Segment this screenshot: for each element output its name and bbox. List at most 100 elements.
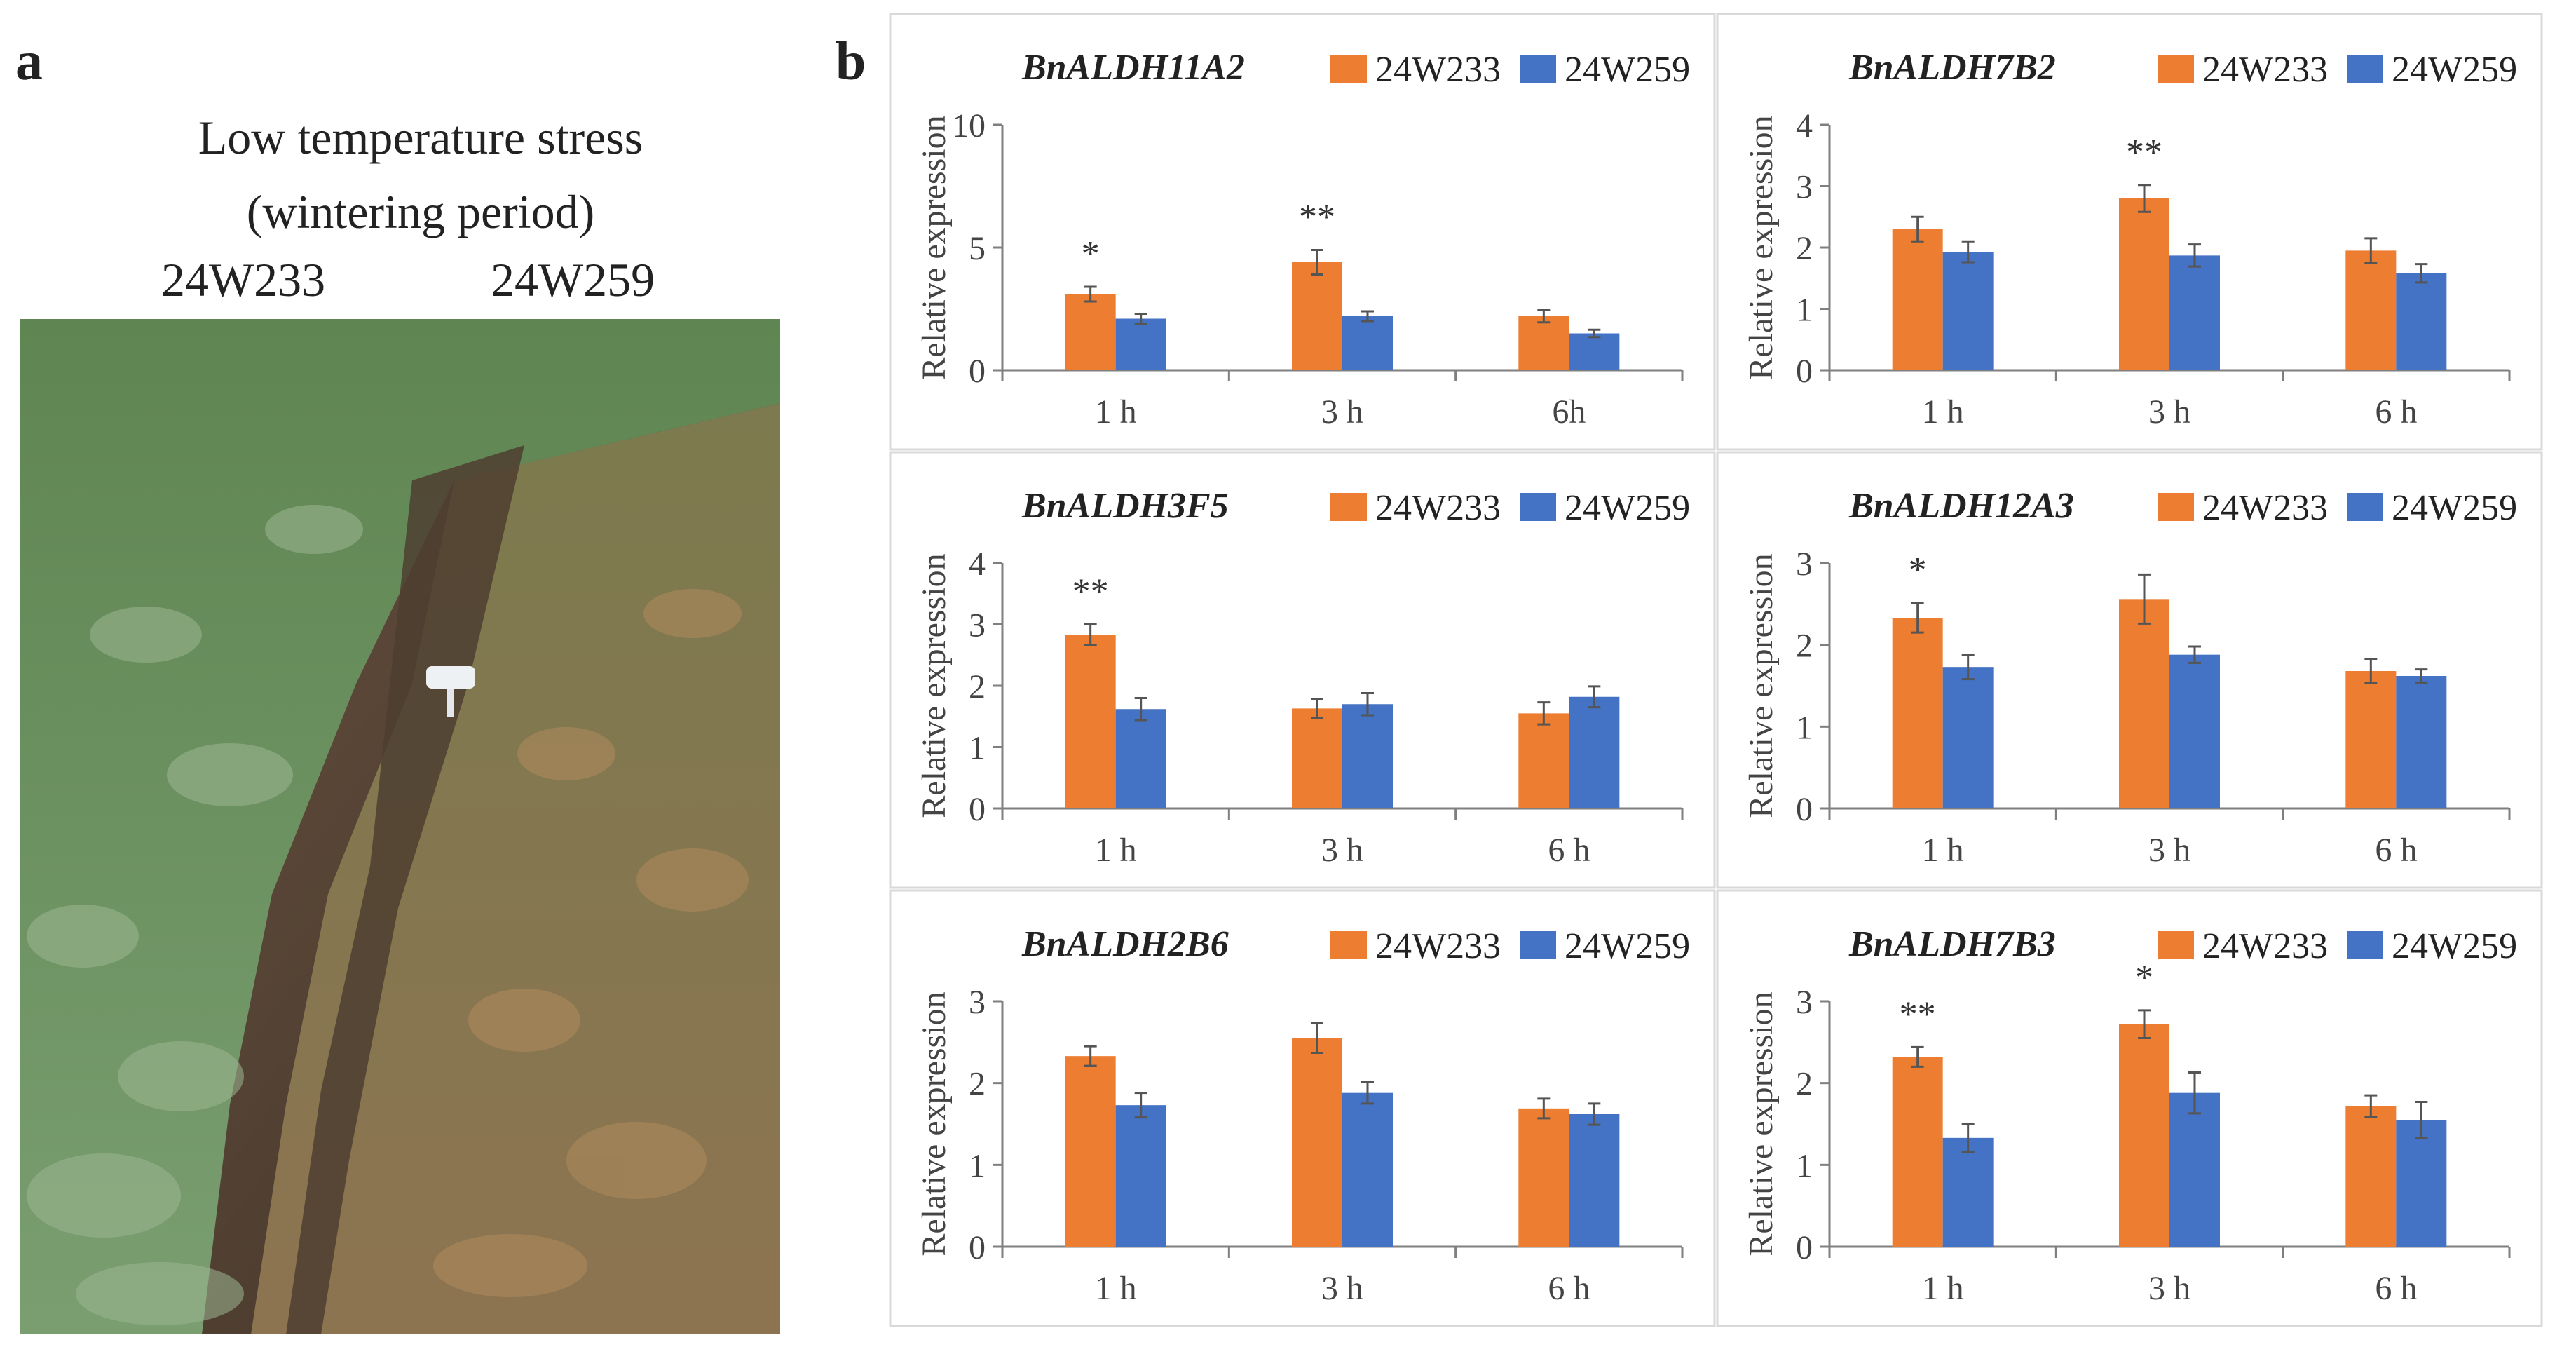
chart-title: BnALDH12A3 bbox=[1848, 486, 2074, 526]
bar-24W259-1h bbox=[1115, 1105, 1166, 1247]
chart-title: BnALDH3F5 bbox=[1021, 486, 1229, 526]
bar-24W233-1h bbox=[1065, 1056, 1116, 1247]
bar-24W233-3h bbox=[2119, 599, 2169, 808]
x-tick-label: 3 h bbox=[1321, 1270, 1363, 1307]
bar-24W259-1h bbox=[1942, 252, 1994, 370]
legend-label-2: 24W259 bbox=[1565, 50, 1690, 90]
y-tick-label: 4 bbox=[1796, 107, 1813, 144]
chart-title: BnALDH7B2 bbox=[1848, 48, 2056, 88]
legend-label-1: 24W233 bbox=[1375, 926, 1501, 966]
legend-label-2: 24W259 bbox=[2392, 488, 2517, 528]
bar-24W259-1h bbox=[1115, 318, 1166, 370]
y-tick-label: 1 bbox=[1796, 1147, 1813, 1184]
significance-marker: ** bbox=[2126, 133, 2162, 172]
legend-label-1: 24W233 bbox=[2202, 50, 2328, 90]
chart-panel-border bbox=[889, 889, 1716, 1327]
legend-swatch-2 bbox=[2347, 55, 2383, 83]
x-tick-label: 1 h bbox=[1095, 393, 1137, 431]
y-axis-label: Relative expression bbox=[1743, 553, 1780, 818]
bar-24W233-1h bbox=[1065, 294, 1116, 370]
x-tick-label: 6 h bbox=[2375, 393, 2417, 431]
x-tick-label: 1 h bbox=[1095, 1270, 1137, 1307]
bar-24W233-3h bbox=[1292, 708, 1342, 808]
chart-panel-4: BnALDH12A3 24W233 24W259 Relative expressio… bbox=[1716, 451, 2543, 889]
bar-24W259-1h bbox=[1115, 709, 1166, 808]
y-tick-label: 3 bbox=[1796, 546, 1813, 583]
legend-swatch-2 bbox=[1520, 931, 1556, 959]
y-tick-label: 2 bbox=[1796, 628, 1813, 665]
chart-panel-border bbox=[1716, 889, 2543, 1327]
legend-label-1: 24W233 bbox=[2202, 926, 2328, 966]
bar-24W259-6h bbox=[2396, 676, 2447, 808]
chart-panel-border bbox=[1716, 451, 2543, 889]
bar-24W259-6h bbox=[2396, 273, 2447, 370]
chart-panel-6: BnALDH7B3 24W233 24W259 Relative expression… bbox=[1716, 889, 2543, 1327]
bar-24W259-3h bbox=[2169, 1092, 2220, 1247]
legend-label-2: 24W259 bbox=[2392, 50, 2517, 90]
legend-label-1: 24W233 bbox=[2202, 488, 2328, 528]
x-tick-label: 6 h bbox=[2375, 832, 2417, 869]
legend-swatch-2 bbox=[2347, 493, 2383, 521]
x-tick-label: 3 h bbox=[1321, 832, 1363, 869]
bar-24W233-6h bbox=[2345, 1106, 2397, 1247]
y-axis-label: Relative expression bbox=[915, 553, 953, 818]
x-tick-label: 3 h bbox=[2148, 1270, 2190, 1307]
bar-24W259-3h bbox=[1342, 704, 1393, 808]
legend-swatch-2 bbox=[1520, 493, 1556, 521]
genotype-label-right: 24W259 bbox=[491, 253, 655, 306]
y-axis-label: Relative expression bbox=[1743, 991, 1780, 1256]
y-tick-label: 0 bbox=[1796, 1229, 1813, 1266]
y-tick-label: 4 bbox=[969, 546, 986, 583]
bar-24W259-1h bbox=[1942, 667, 1994, 808]
bar-24W233-1h bbox=[1892, 229, 1943, 370]
x-tick-label: 6 h bbox=[1548, 1270, 1590, 1307]
bar-24W259-3h bbox=[1342, 1092, 1393, 1247]
bar-24W233-3h bbox=[1292, 262, 1342, 370]
bar-24W259-6h bbox=[1569, 333, 1620, 370]
legend-swatch-1 bbox=[1330, 493, 1367, 521]
bar-24W233-6h bbox=[1518, 316, 1569, 370]
y-tick-label: 1 bbox=[1796, 709, 1813, 746]
y-tick-label: 0 bbox=[1796, 353, 1813, 390]
y-axis-label: Relative expression bbox=[1743, 115, 1780, 379]
x-tick-label: 6 h bbox=[1548, 832, 1590, 869]
y-tick-label: 2 bbox=[1796, 230, 1813, 267]
bar-24W259-6h bbox=[2396, 1120, 2447, 1247]
damaged-plant-row bbox=[251, 403, 780, 1334]
chart-panel-5: BnALDH2B6 24W233 24W259 Relative expression… bbox=[889, 889, 1716, 1327]
expression-charts: BnALDH11A2 24W233 24W259 Relative expressio… bbox=[889, 13, 2543, 1327]
field-marker-tag bbox=[426, 666, 475, 689]
x-tick-label: 1 h bbox=[1922, 832, 1964, 869]
legend-swatch-1 bbox=[1330, 55, 1367, 83]
significance-marker: ** bbox=[1072, 572, 1109, 612]
x-tick-label: 3 h bbox=[2148, 393, 2190, 431]
significance-marker: ** bbox=[1299, 198, 1335, 238]
legend-label-1: 24W233 bbox=[1375, 50, 1501, 90]
bar-24W233-3h bbox=[2119, 198, 2169, 370]
legend-label-2: 24W259 bbox=[1565, 488, 1690, 528]
bar-24W233-3h bbox=[1292, 1038, 1342, 1247]
x-tick-label: 1 h bbox=[1095, 832, 1137, 869]
bar-24W259-3h bbox=[2169, 255, 2220, 370]
y-tick-label: 10 bbox=[952, 107, 986, 144]
significance-marker: ** bbox=[1900, 994, 1936, 1034]
y-tick-label: 2 bbox=[969, 1066, 986, 1103]
significance-marker: * bbox=[1909, 550, 1927, 590]
chart-panel-1: BnALDH11A2 24W233 24W259 Relative expressio… bbox=[889, 13, 1716, 451]
bar-24W259-3h bbox=[1342, 316, 1393, 370]
photo-caption-line1: Low temperature stress bbox=[198, 111, 643, 164]
panel-a-label: a bbox=[15, 30, 43, 91]
chart-panel-border bbox=[1716, 13, 2543, 451]
significance-marker: * bbox=[1082, 234, 1100, 274]
field-photo bbox=[20, 319, 780, 1334]
chart-panel-border bbox=[889, 13, 1716, 451]
y-tick-label: 3 bbox=[1796, 984, 1813, 1021]
y-tick-label: 2 bbox=[1796, 1066, 1813, 1103]
chart-title: BnALDH7B3 bbox=[1848, 924, 2056, 964]
bar-24W233-6h bbox=[1518, 1108, 1569, 1247]
y-tick-label: 0 bbox=[969, 1229, 986, 1266]
photo-caption-line2: (wintering period) bbox=[246, 185, 595, 238]
x-tick-label: 6 h bbox=[2375, 1270, 2417, 1307]
legend-swatch-2 bbox=[1520, 55, 1556, 83]
legend-swatch-1 bbox=[2158, 493, 2194, 521]
